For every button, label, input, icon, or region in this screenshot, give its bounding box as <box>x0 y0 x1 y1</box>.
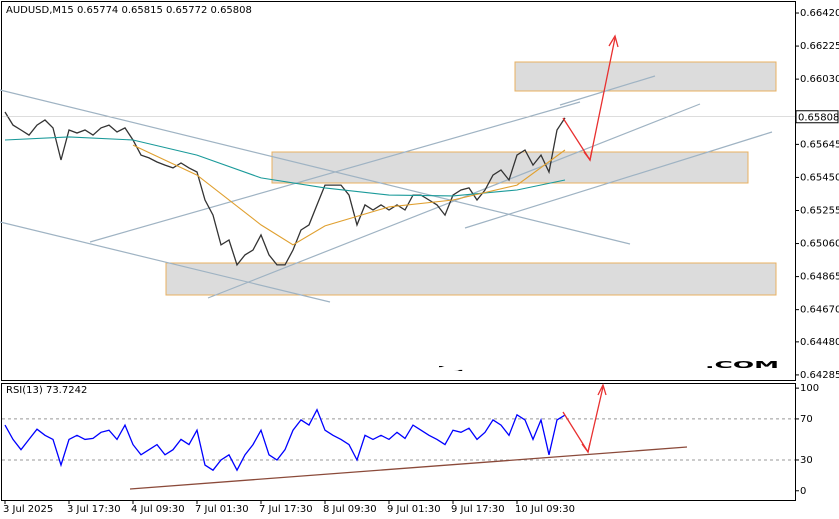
trendline <box>0 221 331 303</box>
plot <box>2 111 795 472</box>
y-tick-label: 0 <box>800 486 806 497</box>
trendline <box>89 101 581 243</box>
trendlines <box>0 75 773 303</box>
arrow-head <box>608 34 619 48</box>
y-tick-label: 70 <box>800 414 813 425</box>
arrow-head <box>581 442 591 454</box>
y-tick-label: 0.65060 <box>800 239 839 250</box>
x-tick-label: 3 Jul 2025 <box>3 504 53 515</box>
watermark: BEL INVESTOR .COM <box>289 360 779 376</box>
y-tick-label: 0.64285 <box>800 370 839 381</box>
last-price-label: 0.65808 <box>798 112 839 123</box>
y-tick-label: 0.65450 <box>800 172 839 183</box>
y-tick-label: 0.64865 <box>800 272 839 283</box>
x-tick-label: 9 Jul 01:30 <box>387 504 441 515</box>
y-tick-label: 30 <box>800 455 813 466</box>
y-tick-label: 0.66030 <box>800 74 839 85</box>
series-line <box>132 144 566 246</box>
resistance-zone <box>514 61 777 92</box>
trendline <box>559 75 656 106</box>
rsi-title: RSI(13) 73.7242 <box>6 385 87 396</box>
series-line <box>4 111 566 267</box>
arrow-head <box>583 149 593 162</box>
trendline <box>0 89 631 245</box>
x-tick-label: 3 Jul 17:30 <box>67 504 121 515</box>
trendline <box>207 103 701 299</box>
watermark-text: .COM <box>705 360 779 371</box>
rsi-trendline <box>129 446 688 490</box>
x-tick-label: 10 Jul 09:30 <box>515 504 575 515</box>
y-tick-label: 0.65645 <box>800 139 839 150</box>
x-tick-label: 7 Jul 01:30 <box>195 504 249 515</box>
watermark-text: BEL <box>290 364 412 375</box>
annotations <box>0 61 777 303</box>
series-line <box>4 408 566 472</box>
y-tick-label: 0.66420 <box>800 8 839 19</box>
y-tick-label: 0.66225 <box>800 41 839 52</box>
y-tick-label: 0.65255 <box>800 205 839 216</box>
y-tick-label: 0.64480 <box>800 337 839 348</box>
x-tick-label: 7 Jul 17:30 <box>259 504 313 515</box>
chart-title: AUDUSD,M15 0.65774 0.65815 0.65772 0.658… <box>6 5 252 16</box>
price-panel-frame <box>1 1 796 381</box>
x-tick-label: 8 Jul 09:30 <box>323 504 377 515</box>
x-tick-label: 9 Jul 17:30 <box>451 504 505 515</box>
arrow-head <box>597 383 607 396</box>
rsi-panel-frame <box>1 383 796 501</box>
y-tick-label: 0.64670 <box>800 305 839 316</box>
x-tick-label: 4 Jul 09:30 <box>131 504 185 515</box>
watermark-text: INVESTOR <box>410 364 704 375</box>
forecast-arrows <box>129 34 688 490</box>
support-zone <box>165 262 777 296</box>
last-price-box <box>795 110 839 124</box>
y-tick-label: 100 <box>800 383 819 394</box>
trendline <box>464 131 773 229</box>
